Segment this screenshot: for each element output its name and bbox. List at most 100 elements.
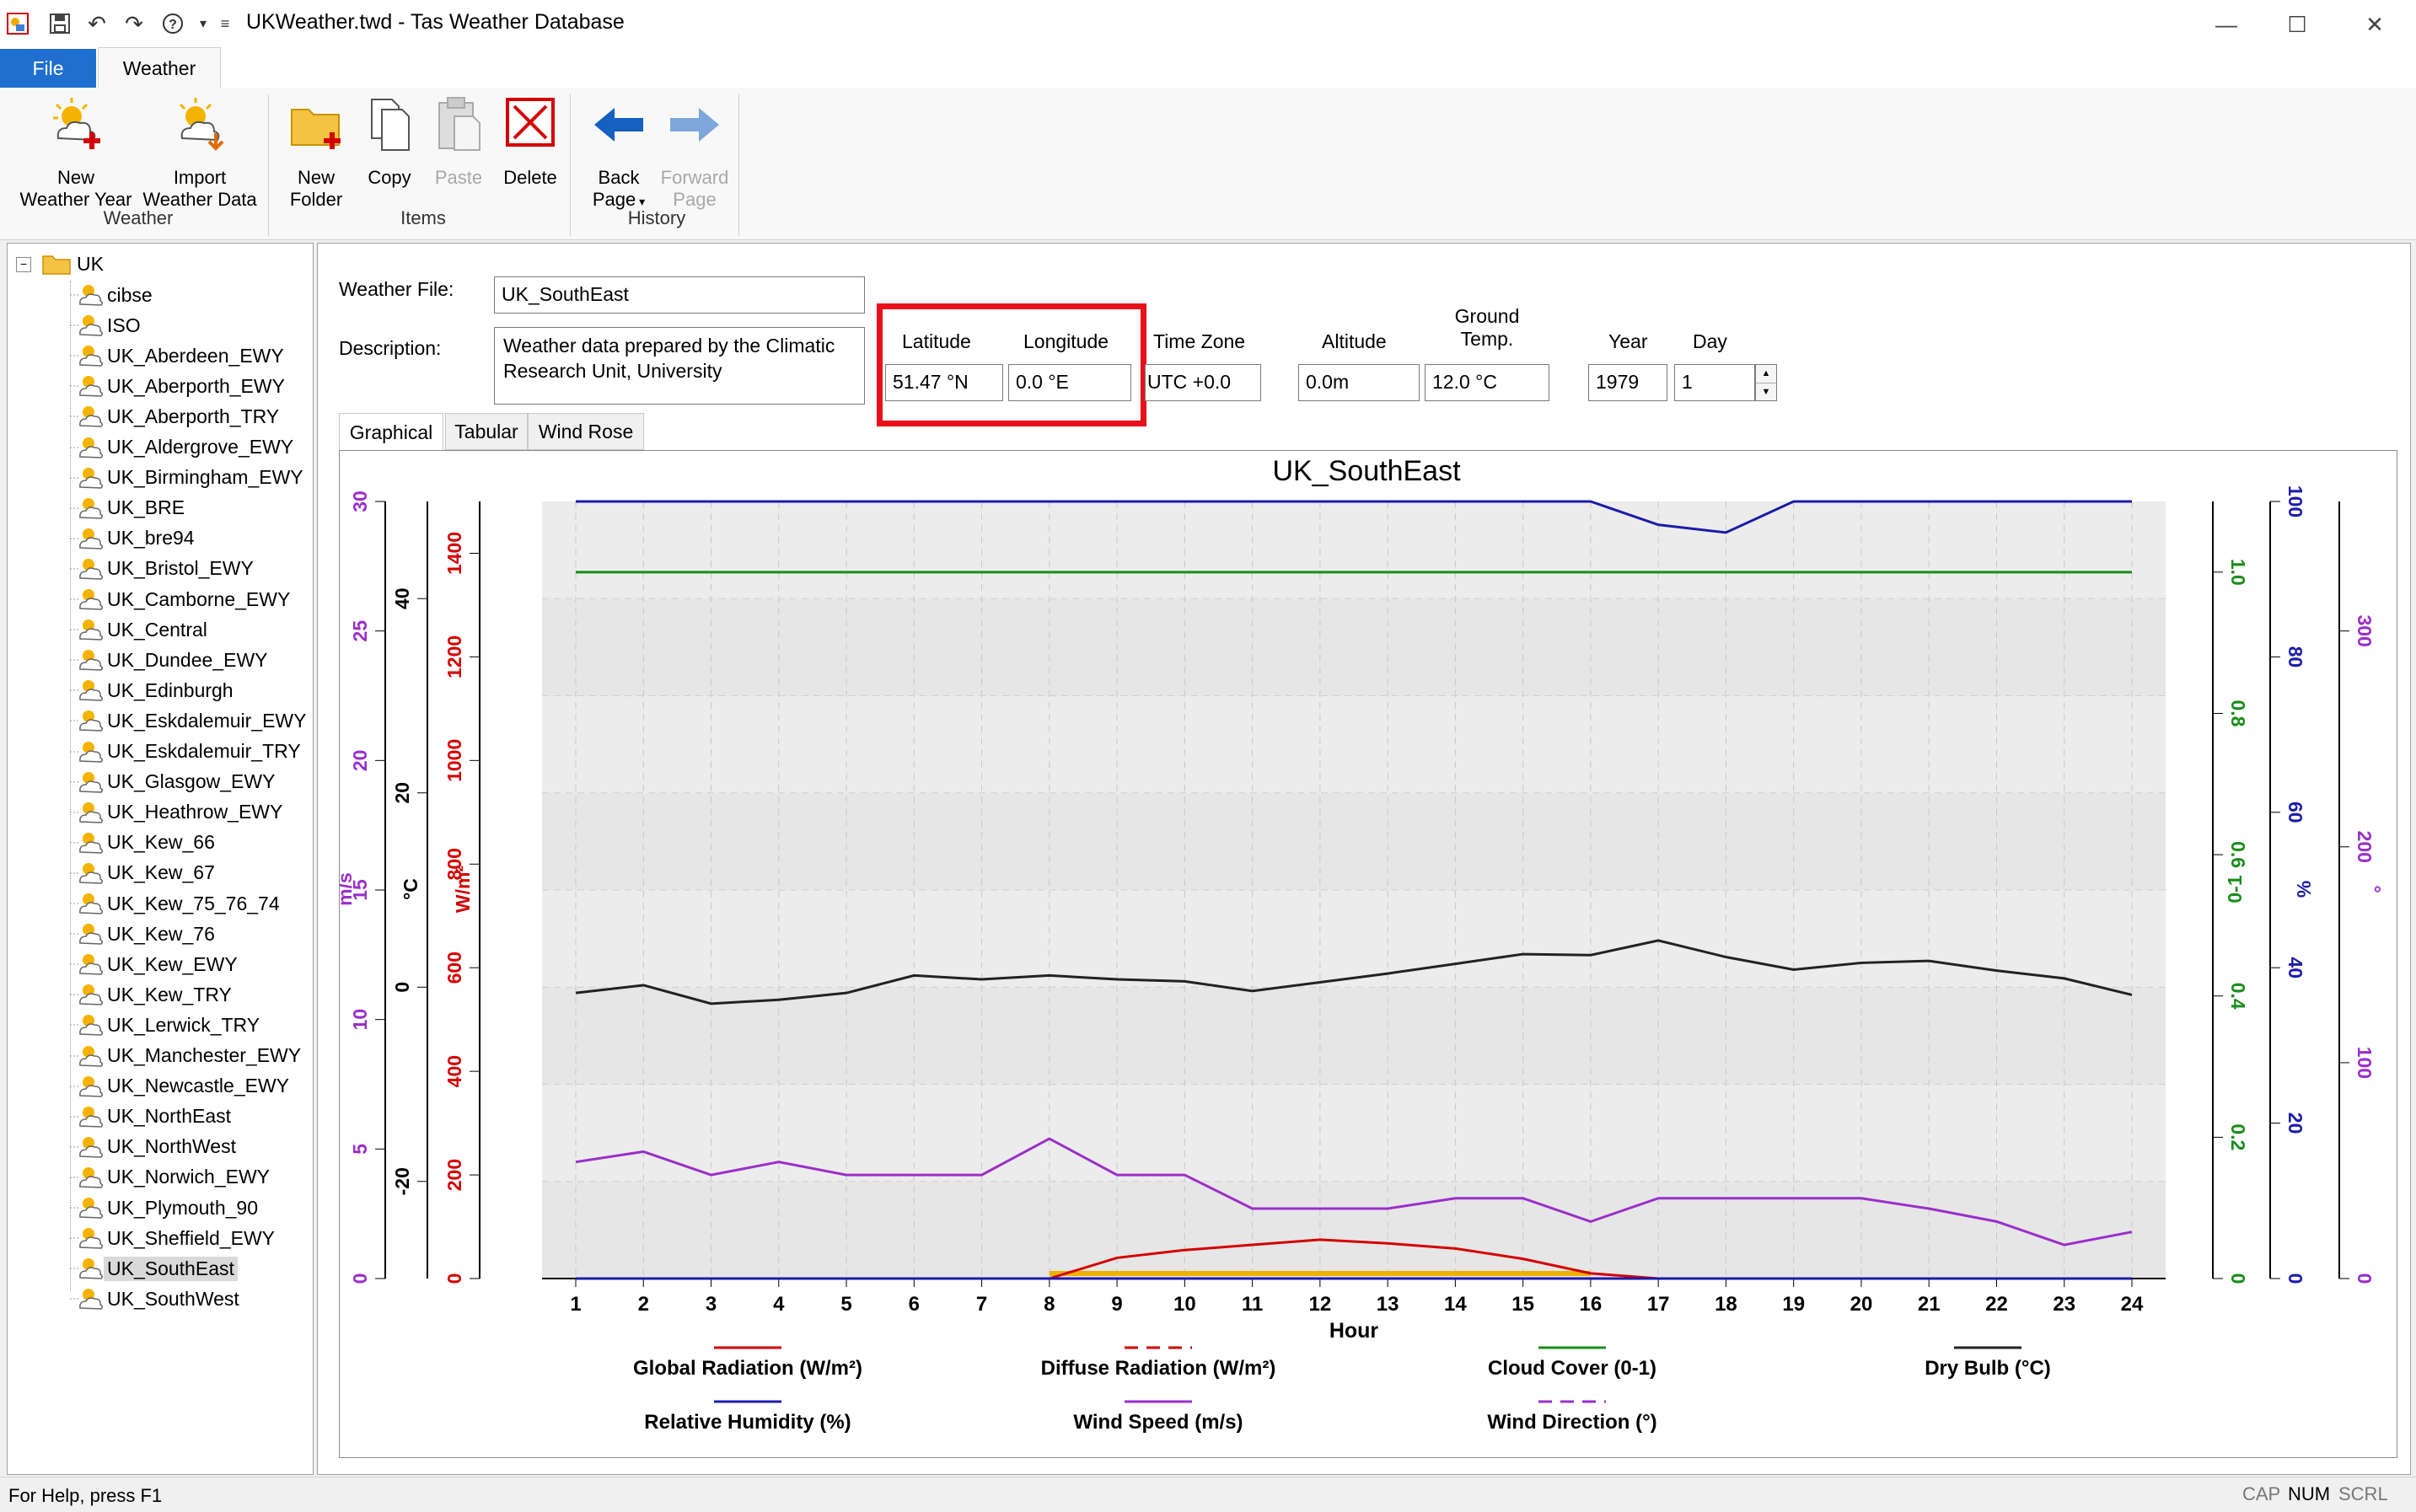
spin-up-icon[interactable]: ▲ bbox=[1756, 365, 1776, 383]
spin-down-icon[interactable]: ▼ bbox=[1761, 387, 1771, 397]
weather-file-field[interactable]: UK_SouthEast bbox=[494, 276, 865, 314]
tree-item[interactable]: UK_Kew_TRY bbox=[63, 980, 235, 1009]
tree-item[interactable]: UK_Lerwick_TRY bbox=[63, 1011, 263, 1039]
longitude-field[interactable]: 0.0 °E bbox=[1008, 364, 1131, 401]
tree-item[interactable]: UK_BRE bbox=[63, 494, 188, 523]
close-icon[interactable]: ✕ bbox=[2365, 11, 2384, 37]
tab-wind-rose[interactable]: Wind Rose bbox=[528, 413, 644, 450]
legend-label: Relative Humidity (%) bbox=[644, 1411, 851, 1434]
customize-toolbar-icon[interactable]: ≡ bbox=[220, 14, 230, 32]
tree-item-label: UK_Glasgow_EWY bbox=[107, 770, 276, 793]
back-dropdown-icon[interactable]: ▾ bbox=[636, 195, 646, 208]
tree-guide-line bbox=[70, 281, 71, 1292]
tree-item[interactable]: UK_Edinburgh bbox=[63, 676, 237, 705]
tree-item[interactable]: UK_Kew_EWY bbox=[63, 950, 241, 979]
day-field[interactable]: 1 bbox=[1674, 364, 1755, 401]
weather-file-icon bbox=[70, 984, 104, 1006]
longitude-label: Longitude bbox=[1023, 330, 1109, 352]
x-tick-label: 18 bbox=[1715, 1293, 1737, 1316]
tree-item[interactable]: UK_Dundee_EWY bbox=[63, 646, 271, 674]
status-bar bbox=[0, 1477, 2416, 1512]
new-folder-button[interactable]: New Folder bbox=[278, 94, 354, 211]
import-weather-data-button[interactable]: Import Weather Data bbox=[138, 94, 261, 211]
tree-item[interactable]: UK_Kew_75_76_74 bbox=[63, 889, 283, 918]
wind_speed-unit-label: m/s bbox=[340, 872, 356, 906]
timezone-field[interactable]: UTC +0.0 bbox=[1145, 364, 1261, 401]
help-dropdown-icon[interactable]: ▾ bbox=[199, 17, 207, 31]
tree-item[interactable]: UK_Eskdalemuir_TRY bbox=[63, 737, 304, 766]
year-field[interactable]: 1979 bbox=[1588, 364, 1667, 401]
tree-item[interactable]: UK_Glasgow_EWY bbox=[63, 768, 278, 796]
wind_direction-tick-label: 100 bbox=[2354, 1047, 2376, 1079]
altitude-field[interactable]: 0.0m bbox=[1298, 364, 1420, 401]
minimize-icon[interactable]: — bbox=[2215, 11, 2237, 37]
x-tick-label: 6 bbox=[909, 1293, 920, 1316]
tree-item[interactable]: UK_Aberdeen_EWY bbox=[63, 341, 287, 370]
back-page-button[interactable]: Back Page ▾ bbox=[580, 94, 658, 212]
tree-item[interactable]: UK_Kew_67 bbox=[63, 859, 218, 887]
weather-file-icon bbox=[70, 1106, 104, 1128]
tab-graphical[interactable]: Graphical bbox=[339, 413, 443, 452]
latitude-field[interactable]: 51.47 °N bbox=[885, 364, 1003, 401]
tree-item[interactable]: UK_Plymouth_90 bbox=[63, 1193, 261, 1222]
temperature-unit-label: °C bbox=[400, 878, 421, 900]
tree-item-label: UK_Dundee_EWY bbox=[107, 648, 268, 671]
tree-item[interactable]: ISO bbox=[63, 311, 144, 340]
delete-button[interactable]: Delete bbox=[492, 94, 568, 189]
tree-item[interactable]: UK_Eskdalemuir_EWY bbox=[63, 706, 309, 735]
wind_speed-tick-label: 25 bbox=[349, 620, 371, 642]
tree-item-label: UK_Central bbox=[107, 618, 207, 641]
tree-root[interactable]: UK bbox=[41, 252, 104, 276]
tree-item[interactable]: UK_Norwich_EWY bbox=[63, 1163, 273, 1192]
tree-item[interactable]: UK_NorthEast bbox=[63, 1102, 234, 1131]
redo-icon[interactable]: ↷ bbox=[125, 10, 143, 36]
paste-button[interactable]: Paste bbox=[425, 94, 492, 189]
tree-item[interactable]: UK_Kew_66 bbox=[63, 828, 218, 857]
tree-item[interactable]: UK_bre94 bbox=[63, 524, 198, 553]
undo-icon[interactable]: ↶ bbox=[88, 10, 106, 36]
x-tick-label: 16 bbox=[1580, 1293, 1603, 1316]
collapse-toggle-icon[interactable]: − bbox=[16, 257, 31, 272]
weather-file-icon bbox=[70, 619, 104, 641]
new-weather-year-button[interactable]: New Weather Year bbox=[15, 94, 137, 211]
tree-item-label: UK_Newcastle_EWY bbox=[107, 1075, 290, 1097]
tree-item[interactable]: UK_Birmingham_EWY bbox=[63, 464, 307, 492]
tab-tabular[interactable]: Tabular bbox=[445, 413, 528, 450]
tree-item[interactable]: UK_Camborne_EWY bbox=[63, 585, 293, 614]
tree-item[interactable]: UK_Aberporth_TRY bbox=[63, 402, 282, 431]
maximize-icon[interactable]: ☐ bbox=[2287, 11, 2307, 37]
forward-page-button[interactable]: Forward Page bbox=[656, 94, 733, 211]
series-line bbox=[575, 939, 2133, 1005]
tree-item[interactable]: UK_Sheffield_EWY bbox=[63, 1224, 278, 1252]
x-tick-label: 23 bbox=[2053, 1293, 2075, 1316]
tree-item[interactable]: UK_NorthWest bbox=[63, 1133, 239, 1161]
tree-item[interactable]: UK_Central bbox=[63, 615, 211, 644]
tab-weather[interactable]: Weather bbox=[98, 47, 221, 88]
tree-item[interactable]: cibse bbox=[63, 281, 156, 309]
legend-label: Wind Direction (°) bbox=[1487, 1411, 1656, 1434]
tree-item[interactable]: UK_Kew_76 bbox=[63, 920, 218, 948]
save-icon[interactable] bbox=[47, 10, 72, 37]
ground-temp-field[interactable]: 12.0 °C bbox=[1425, 364, 1549, 401]
tree-item[interactable]: UK_Aldergrove_EWY bbox=[63, 433, 297, 462]
tree-item[interactable]: UK_Aberporth_EWY bbox=[63, 372, 288, 400]
weather-file-icon bbox=[70, 376, 104, 398]
tree-item[interactable]: UK_Bristol_EWY bbox=[63, 555, 257, 583]
tree-item[interactable]: UK_Newcastle_EWY bbox=[63, 1072, 293, 1101]
tree-item-label: UK_Kew_EWY bbox=[107, 952, 238, 975]
weather-file-icon bbox=[70, 741, 104, 763]
app-icon[interactable] bbox=[5, 10, 30, 37]
tree-item[interactable]: UK_SouthEast bbox=[63, 1254, 238, 1283]
description-field[interactable]: Weather data prepared by the Climatic Re… bbox=[494, 327, 865, 405]
copy-button[interactable]: Copy bbox=[354, 94, 425, 189]
tree-item[interactable]: UK_SouthWest bbox=[63, 1284, 243, 1313]
tree-item[interactable]: UK_Heathrow_EWY bbox=[63, 798, 286, 827]
tab-file[interactable]: File bbox=[0, 49, 96, 88]
tree-item[interactable]: UK_Manchester_EWY bbox=[63, 1042, 304, 1070]
copy-icon bbox=[371, 99, 410, 151]
cloud_cover-tick-label: 0 bbox=[2227, 1273, 2249, 1284]
help-icon[interactable]: ? bbox=[160, 10, 185, 37]
day-spinner[interactable]: ▲ ▼ bbox=[1755, 364, 1777, 401]
weather-file-icon bbox=[70, 771, 104, 793]
year-label: Year bbox=[1608, 330, 1648, 352]
